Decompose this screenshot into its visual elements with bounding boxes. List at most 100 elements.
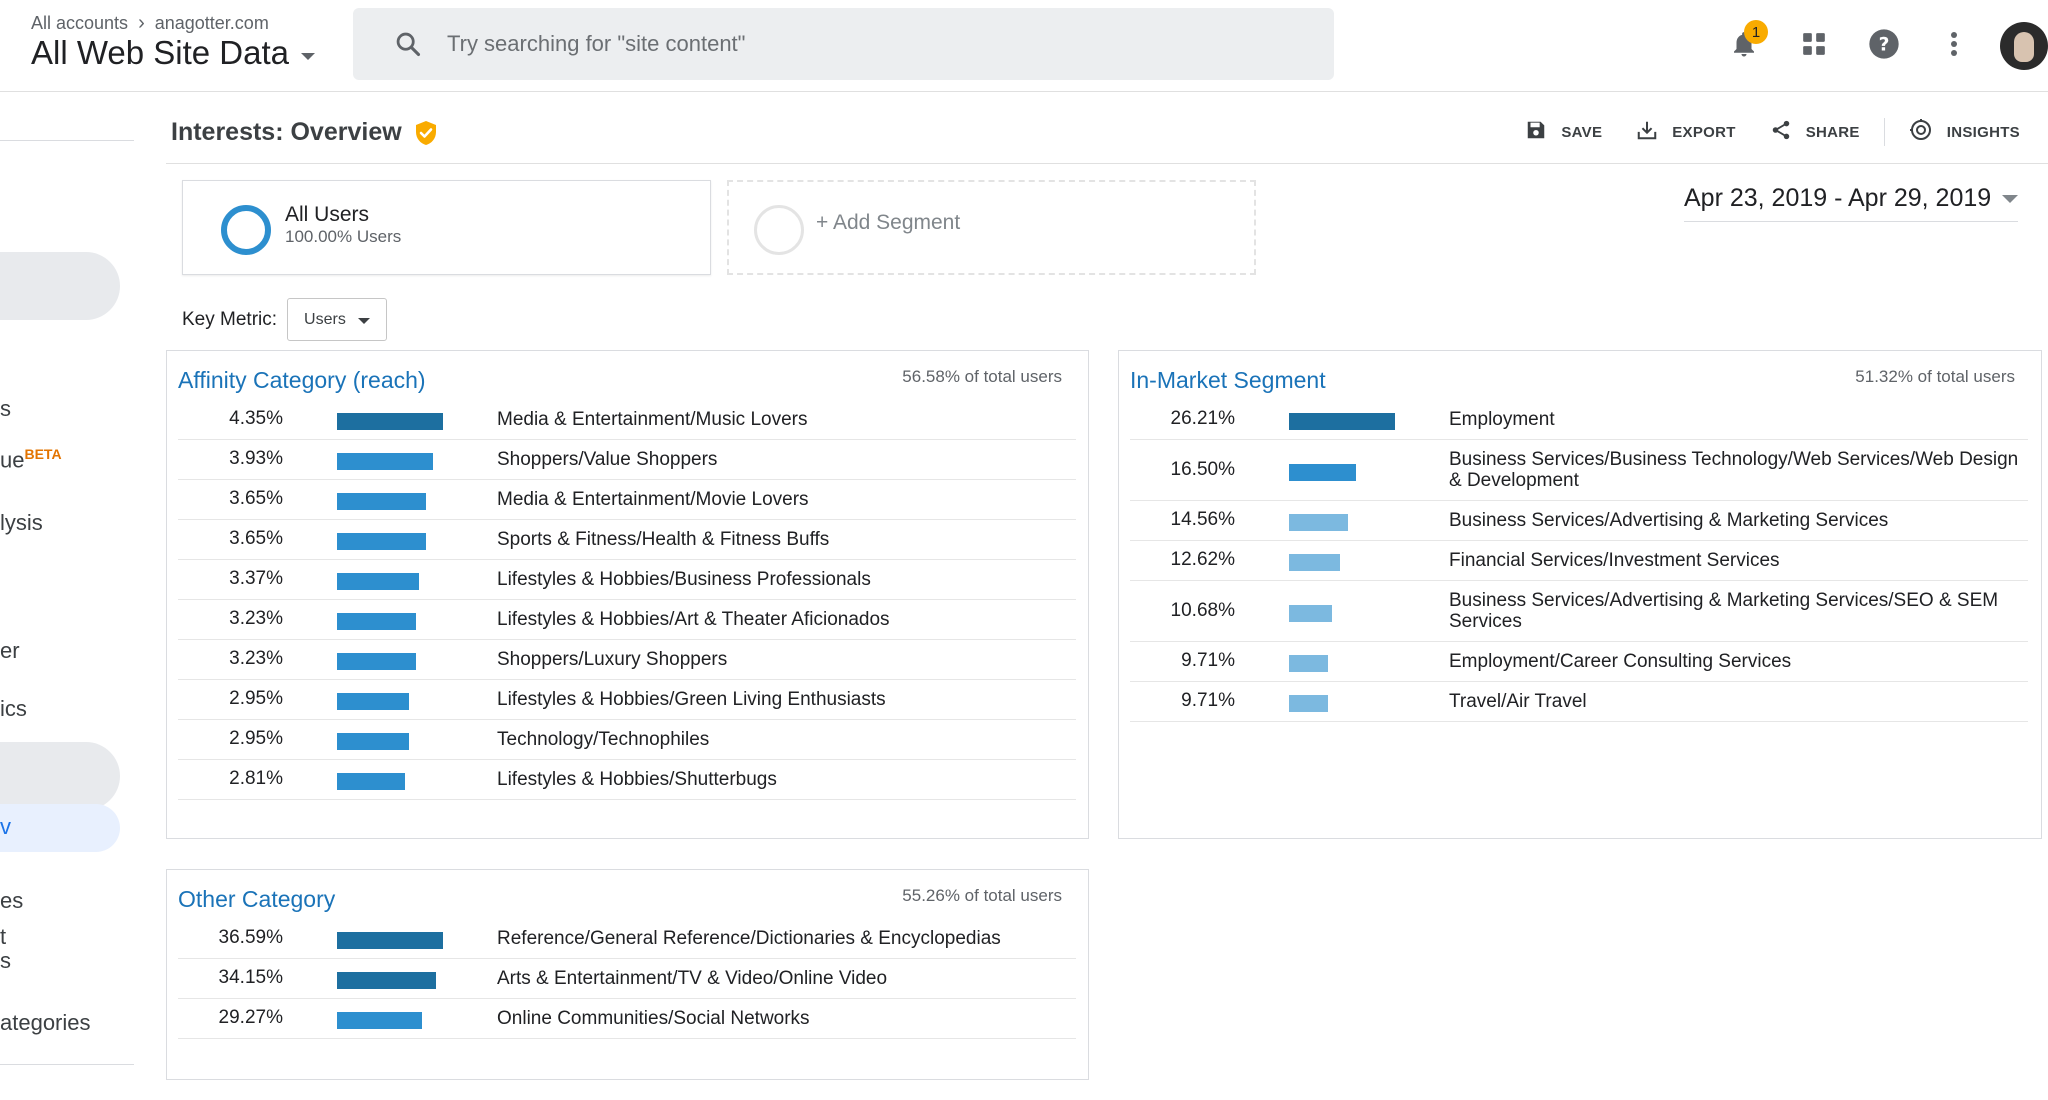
row-label: Lifestyles & Hobbies/Shutterbugs [497,768,777,790]
row-bar [337,653,416,670]
table-row[interactable]: 9.71% Travel/Air Travel [1130,682,2028,722]
notification-badge: 1 [1744,20,1768,44]
table-row[interactable]: 3.93% Shoppers/Value Shoppers [178,440,1076,480]
row-bar [337,1012,422,1029]
nav-item-highlight[interactable] [0,742,120,810]
panel-title[interactable]: Other Category [178,886,336,912]
row-label: Business Services/Advertising & Marketin… [1449,589,1999,632]
row-label: Media & Entertainment/Music Lovers [497,408,808,430]
nav-item[interactable]: s [0,948,11,973]
nav-item[interactable]: ategories [0,1010,91,1035]
export-button[interactable]: EXPORT [1636,119,1735,145]
more-button[interactable] [1926,18,1982,74]
row-bar [337,533,426,550]
table-row[interactable]: 10.68% Business Services/Advertising & Ma… [1130,581,2028,642]
in-market-segment-panel: In-Market Segment 51.32% of total users … [1118,350,2042,839]
panel-total: 51.32% of total users [1855,367,2015,386]
add-segment-button[interactable]: + Add Segment [727,180,1256,275]
table-row[interactable]: 36.59% Reference/General Reference/Dictio… [178,919,1076,959]
table-row[interactable]: 34.15% Arts & Entertainment/TV & Video/On… [178,959,1076,999]
panel-total: 55.26% of total users [902,886,1062,905]
table-row[interactable]: 29.27% Online Communities/Social Networks [178,999,1076,1039]
chevron-down-icon [2002,194,2018,203]
row-percentage: 36.59% [218,927,283,948]
row-bar [1289,554,1340,571]
table-row[interactable]: 16.50% Business Services/Business Technol… [1130,440,2028,501]
key-metric-select[interactable]: Users [287,298,388,341]
property-name: All Web Site Data [31,34,290,71]
panel-title[interactable]: Affinity Category (reach) [178,367,426,393]
table-row[interactable]: 3.65% Sports & Fitness/Health & Fitness B… [178,520,1076,560]
row-bar [337,733,409,750]
breadcrumb: All accounts › anagotter.com [31,12,269,35]
row-label: Sports & Fitness/Health & Fitness Buffs [497,528,830,550]
table-row[interactable]: 4.35% Media & Entertainment/Music Lovers [178,400,1076,440]
nav-item[interactable]: er [0,638,20,663]
apps-button[interactable] [1786,18,1842,74]
key-metric-value: Users [304,310,346,328]
left-nav: s ueBETA lysis er ics v es t s ategories [0,92,140,1100]
date-range-label: Apr 23, 2019 - Apr 29, 2019 [1684,184,1992,212]
row-label: Online Communities/Social Networks [497,1007,810,1029]
row-bar [1289,413,1395,430]
table-row[interactable]: 2.95% Technology/Technophiles [178,720,1076,760]
nav-item[interactable]: ueBETA [0,446,62,473]
search-input[interactable]: Try searching for "site content" [447,31,746,56]
breadcrumb-account[interactable]: anagotter.com [154,13,269,33]
segment-all-users[interactable]: All Users 100.00% Users [182,180,711,275]
table-row[interactable]: 3.65% Media & Entertainment/Movie Lovers [178,480,1076,520]
row-percentage: 12.62% [1170,549,1235,570]
share-button[interactable]: SHARE [1770,119,1860,145]
table-row[interactable]: 14.56% Business Services/Advertising & Ma… [1130,501,2028,541]
table-row[interactable]: 2.95% Lifestyles & Hobbies/Green Living E… [178,680,1076,720]
nav-item[interactable]: lysis [0,510,43,535]
row-percentage: 3.23% [229,608,283,629]
affinity-category-panel: Affinity Category (reach) 56.58% of tota… [166,350,1089,839]
property-selector[interactable]: All Web Site Data [31,34,316,72]
table-row[interactable]: 3.23% Lifestyles & Hobbies/Art & Theater … [178,600,1076,640]
chevron-right-icon: › [138,12,145,34]
notifications-button[interactable]: 1 [1716,18,1772,74]
insights-button[interactable]: INSIGHTS [1909,118,2020,146]
nav-item[interactable]: t [0,924,7,949]
save-button[interactable]: SAVE [1525,119,1602,145]
table-row[interactable]: 9.71% Employment/Career Consulting Servic… [1130,642,2028,682]
row-percentage: 9.71% [1181,690,1235,711]
nav-item-highlight[interactable] [0,252,120,320]
nav-item-selected[interactable] [0,804,120,852]
table-row[interactable]: 12.62% Financial Services/Investment Serv… [1130,541,2028,581]
nav-item[interactable]: es [0,888,24,913]
row-label: Media & Entertainment/Movie Lovers [497,488,809,510]
row-label: Employment/Career Consulting Services [1449,650,1792,672]
row-label: Arts & Entertainment/TV & Video/Online V… [497,967,888,989]
row-bar [1289,604,1332,622]
table-row[interactable]: 26.21% Employment [1130,400,2028,440]
table-row[interactable]: 3.23% Shoppers/Luxury Shoppers [178,640,1076,680]
help-button[interactable]: ? [1856,18,1912,74]
table-row[interactable]: 3.37% Lifestyles & Hobbies/Business Profe… [178,560,1076,600]
table-row[interactable]: 2.81% Lifestyles & Hobbies/Shutterbugs [178,760,1076,800]
search-bar[interactable]: Try searching for "site content" [353,8,1334,80]
nav-item[interactable]: s [0,396,11,421]
insights-label: INSIGHTS [1946,123,2020,141]
row-label: Business Services/Business Technology/We… [1449,448,2019,491]
date-range-picker[interactable]: Apr 23, 2019 - Apr 29, 2019 [1684,184,2018,222]
row-label: Employment [1449,408,1555,430]
segment-name: All Users [285,203,370,226]
row-percentage: 3.23% [229,648,283,669]
export-label: EXPORT [1672,123,1736,141]
breadcrumb-all-accounts[interactable]: All accounts [31,13,129,33]
actions-divider [1883,118,1885,146]
row-bar [1289,655,1328,672]
chevron-down-icon [301,52,316,60]
avatar[interactable] [2000,22,2048,70]
beta-badge: BETA [24,446,62,462]
page-title-text: Interests: Overview [171,118,402,146]
panel-title[interactable]: In-Market Segment [1130,367,1326,393]
row-label: Shoppers/Luxury Shoppers [497,648,728,670]
nav-item[interactable]: ics [0,696,27,721]
nav-item-selected-label[interactable]: v [0,814,11,839]
row-label: Lifestyles & Hobbies/Art & Theater Afici… [497,608,890,630]
row-bar [337,573,419,590]
more-vert-icon [1950,31,1958,62]
